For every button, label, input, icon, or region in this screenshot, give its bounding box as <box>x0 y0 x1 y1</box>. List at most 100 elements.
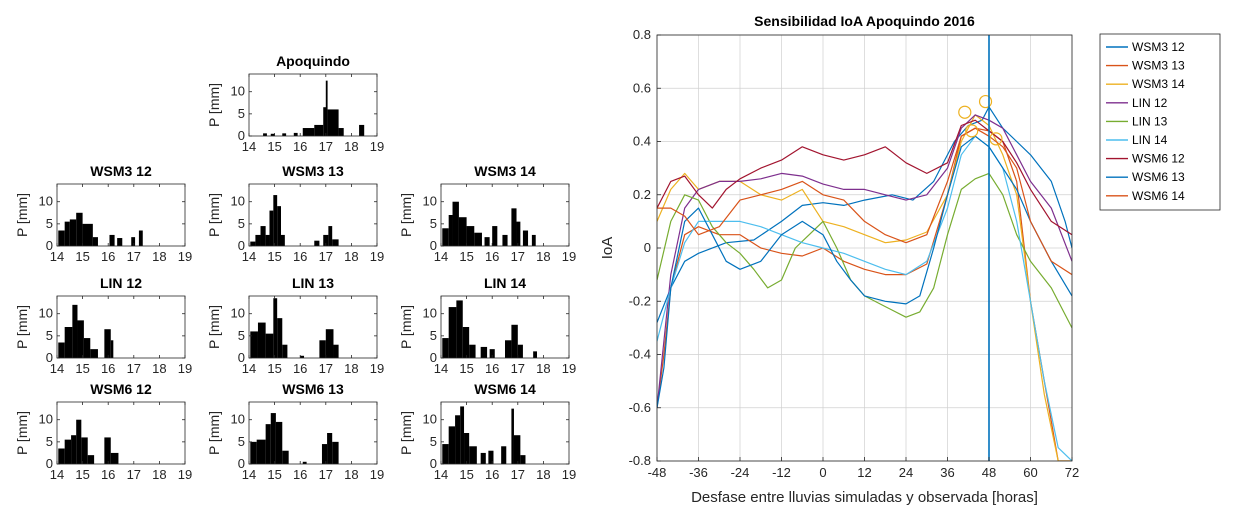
x-tick-label: 15 <box>267 361 281 376</box>
precip-bar <box>263 133 267 136</box>
precip-bar <box>456 300 463 358</box>
precip-bar <box>273 195 278 246</box>
precip-bar <box>442 338 449 358</box>
y-tick-label: 5 <box>430 434 437 449</box>
axes-box <box>56 183 186 247</box>
precip-bar <box>72 304 78 358</box>
x-tick-label: 17 <box>127 467 141 482</box>
x-tick-label: 15 <box>75 467 89 482</box>
y-tick-label: -0.8 <box>629 453 651 468</box>
precip-bar <box>302 461 307 464</box>
axes-box <box>56 295 186 359</box>
precip-bar <box>338 128 344 136</box>
y-axis-label: P [mm] <box>398 193 414 237</box>
panel-title: LIN 13 <box>292 275 334 291</box>
y-tick-label: 0 <box>238 238 245 253</box>
precip-bar <box>522 230 529 246</box>
x-tick-label: 17 <box>511 361 525 376</box>
x-tick-label: 16 <box>293 139 307 154</box>
y-tick-label: 10 <box>231 306 245 321</box>
x-tick-label: 15 <box>459 249 473 264</box>
precip-panel-3: 14 15 16 17 18 19 0 5 10 WSM3 14 P [mm] <box>398 163 576 264</box>
panel-title: LIN 12 <box>100 275 142 291</box>
series-line-wsm6-12 <box>657 119 1072 236</box>
precip-bar <box>319 340 326 358</box>
axes-box <box>248 183 378 247</box>
x-tick-label: 18 <box>536 361 550 376</box>
x-tick-label: 18 <box>344 467 358 482</box>
precip-bar <box>480 452 486 464</box>
precip-bar <box>464 433 470 464</box>
axes-box <box>56 401 186 465</box>
y-tick-label: 5 <box>430 216 437 231</box>
x-tick-label: 18 <box>152 361 166 376</box>
x-tick-label: 14 <box>434 249 448 264</box>
ioa-chart: -48 -36 -24 -12 0 12 24 36 48 60 72 -0.8 -0.6 -0.4 -0.… <box>599 13 1079 506</box>
panel-title: LIN 14 <box>484 275 526 291</box>
precip-bar <box>531 234 536 246</box>
y-tick-label: 0 <box>238 128 245 143</box>
legend-label: WSM3 12 <box>1132 40 1185 54</box>
x-tick-label: 16 <box>293 249 307 264</box>
y-tick-label: 10 <box>231 84 245 99</box>
x-tick-label: 19 <box>562 361 576 376</box>
y-axis-label: P [mm] <box>206 411 222 455</box>
precip-bar <box>533 351 537 358</box>
precip-bar <box>265 234 270 246</box>
y-tick-label: -0.4 <box>629 347 651 362</box>
x-tick-label: 15 <box>267 249 281 264</box>
panel-title: WSM6 14 <box>474 381 536 397</box>
x-tick-label: 18 <box>344 361 358 376</box>
x-tick-label: 19 <box>370 139 384 154</box>
precip-panel-1: 14 15 16 17 18 19 0 5 10 WSM3 12 P [mm] <box>14 163 192 264</box>
precip-bar <box>277 318 283 358</box>
precip-bar <box>302 128 315 136</box>
precip-bar <box>458 217 467 246</box>
y-tick-label: 0 <box>46 350 53 365</box>
precip-bar <box>359 124 365 136</box>
y-tick-label: 5 <box>46 216 53 231</box>
precip-bar <box>442 444 449 464</box>
precip-panel-6: 14 15 16 17 18 19 0 5 10 LIN 14 P [mm] <box>398 275 576 376</box>
x-tick-label: 18 <box>344 249 358 264</box>
precip-bar <box>314 240 320 246</box>
y-tick-label: 0.6 <box>633 80 651 95</box>
precip-bar <box>325 80 328 136</box>
precip-bar <box>270 133 275 136</box>
x-tick-label: 19 <box>178 249 192 264</box>
precip-bar <box>270 413 276 464</box>
precip-bar <box>442 228 449 246</box>
precip-bar <box>501 446 507 464</box>
legend-label: WSM6 12 <box>1132 152 1185 166</box>
precip-bar <box>250 241 256 246</box>
precip-bar <box>76 419 82 464</box>
panel-title: WSM6 12 <box>90 381 152 397</box>
axes-box <box>440 295 570 359</box>
x-tick-label: 19 <box>562 467 576 482</box>
x-tick-label: 16 <box>101 467 115 482</box>
x-tick-label: 18 <box>152 249 166 264</box>
y-axis-label: P [mm] <box>398 411 414 455</box>
precip-bar <box>332 239 339 246</box>
y-tick-label: 0 <box>238 456 245 471</box>
y-tick-label: 0 <box>238 350 245 365</box>
x-tick-label: 16 <box>101 249 115 264</box>
y-tick-label: 0 <box>644 240 651 255</box>
y-tick-label: 10 <box>231 194 245 209</box>
precip-bar <box>502 234 508 246</box>
x-tick-label: -48 <box>648 465 667 480</box>
precip-bar <box>104 329 111 358</box>
y-axis-label: IoA <box>599 237 616 260</box>
x-tick-label: 18 <box>536 249 550 264</box>
precip-bar <box>488 450 494 464</box>
y-tick-label: 0 <box>46 456 53 471</box>
y-tick-label: 5 <box>238 434 245 449</box>
y-tick-label: 5 <box>46 434 53 449</box>
x-tick-label: 15 <box>75 249 89 264</box>
y-axis-label: P [mm] <box>14 305 30 349</box>
precip-bar <box>332 441 339 464</box>
x-tick-label: 14 <box>50 361 64 376</box>
precip-bar <box>273 298 278 358</box>
precip-bar <box>64 221 70 246</box>
precip-bar <box>511 208 517 246</box>
